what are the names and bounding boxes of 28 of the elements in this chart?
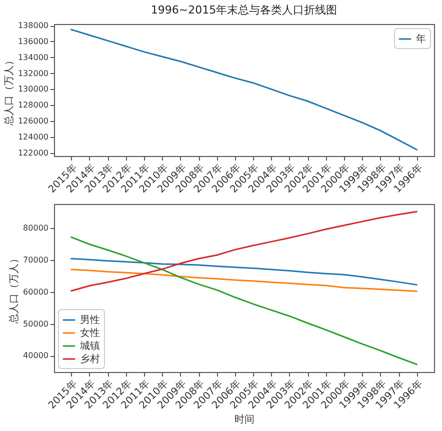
line-series [70, 210, 418, 292]
line-series [70, 258, 418, 286]
y-axis-title: 总人口（万人） [8, 254, 20, 324]
y-tick-label: 128000 [18, 100, 48, 110]
legend-label: 女性 [80, 327, 100, 339]
y-tick-label: 80000 [23, 223, 48, 232]
line-series [70, 236, 418, 366]
y-tick-label: 130000 [18, 84, 48, 94]
line-series [70, 28, 418, 150]
y-tick-label: 134000 [18, 52, 48, 62]
y-tick-label: 124000 [18, 132, 48, 142]
y-tick-label: 132000 [18, 68, 48, 78]
y-axis-title: 总人口（万人） [2, 56, 15, 126]
y-tick-label: 60000 [23, 287, 48, 296]
legend-label: 乡村 [80, 353, 100, 365]
y-tick-label: 50000 [23, 319, 48, 328]
legend-label: 男性 [80, 314, 100, 326]
line-series [70, 268, 418, 292]
chart-title: 1996~2015年末总与各类人口折线图 [150, 4, 338, 17]
y-tick-label: 138000 [18, 21, 48, 30]
y-tick-label: 40000 [23, 351, 48, 360]
y-tick-label: 122000 [18, 148, 48, 158]
x-axis-title: 时间 [234, 414, 254, 426]
y-tick-label: 70000 [23, 255, 48, 264]
y-tick-label: 126000 [18, 116, 48, 126]
y-tick-label: 136000 [18, 36, 48, 46]
legend-label: 城镇 [79, 340, 100, 352]
legend-label: 年 [416, 33, 426, 45]
